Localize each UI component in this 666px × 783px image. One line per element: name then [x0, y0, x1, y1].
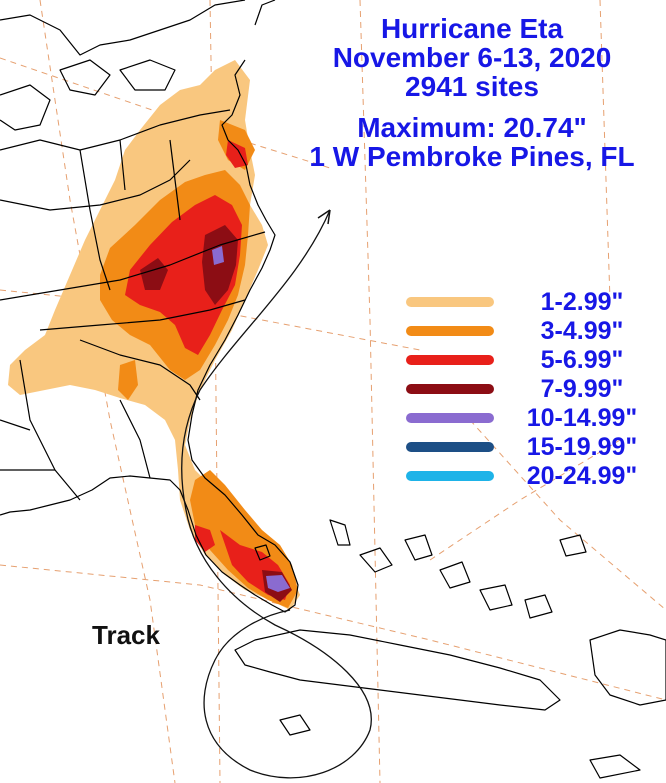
legend-item: 3-4.99" — [402, 317, 666, 346]
track-arrow-icon — [317, 209, 331, 225]
legend-item: 7-9.99" — [402, 375, 666, 404]
site-count: 2941 sites — [405, 71, 539, 102]
legend-swatch — [406, 384, 494, 394]
legend-label: 3-4.99" — [540, 317, 624, 345]
legend-swatch — [406, 326, 494, 336]
storm-name: Hurricane Eta — [380, 13, 564, 44]
rainfall-legend: 1-2.99" 3-4.99" 5-6.99" 7-9.99" 10-14.99" 15-… — [402, 288, 666, 491]
storm-track — [180, 209, 372, 779]
legend-swatch — [406, 471, 494, 481]
storm-dates: November 6-13, 2020 — [332, 42, 612, 73]
maximum-location: 1 W Pembroke Pines, FL — [309, 141, 635, 172]
legend-item: 20-24.99" — [402, 462, 666, 491]
legend-item: 15-19.99" — [402, 433, 666, 462]
maximum-rainfall: Maximum: 20.74" — [357, 112, 587, 143]
rain-band-7-9.99 — [202, 225, 238, 305]
legend-label: 5-6.99" — [540, 346, 624, 374]
legend-swatch — [406, 355, 494, 365]
legend-swatch — [406, 413, 494, 423]
legend-label: 20-24.99" — [526, 462, 638, 490]
rain-band-5-6.99 — [195, 525, 215, 552]
legend-swatch — [406, 442, 494, 452]
rain-band-10-14.99 — [212, 246, 224, 265]
legend-label: 15-19.99" — [526, 433, 638, 461]
legend-label: 10-14.99" — [526, 404, 638, 432]
rainfall-shading — [8, 60, 300, 610]
rain-band-3-4.99 — [118, 360, 138, 400]
legend-label: 1-2.99" — [540, 288, 624, 316]
rain-band-10-14.99 — [266, 575, 290, 592]
legend-label: 7-9.99" — [540, 375, 624, 403]
map-title: Hurricane Eta November 6-13, 2020 2941 s… — [276, 14, 666, 171]
legend-item: 10-14.99" — [402, 404, 666, 433]
legend-item: 5-6.99" — [402, 346, 666, 375]
rain-band-5-6.99 — [226, 140, 248, 168]
rain-band-7-9.99 — [140, 258, 168, 290]
legend-swatch — [406, 297, 494, 307]
legend-item: 1-2.99" — [402, 288, 666, 317]
track-label: Track — [92, 620, 160, 650]
